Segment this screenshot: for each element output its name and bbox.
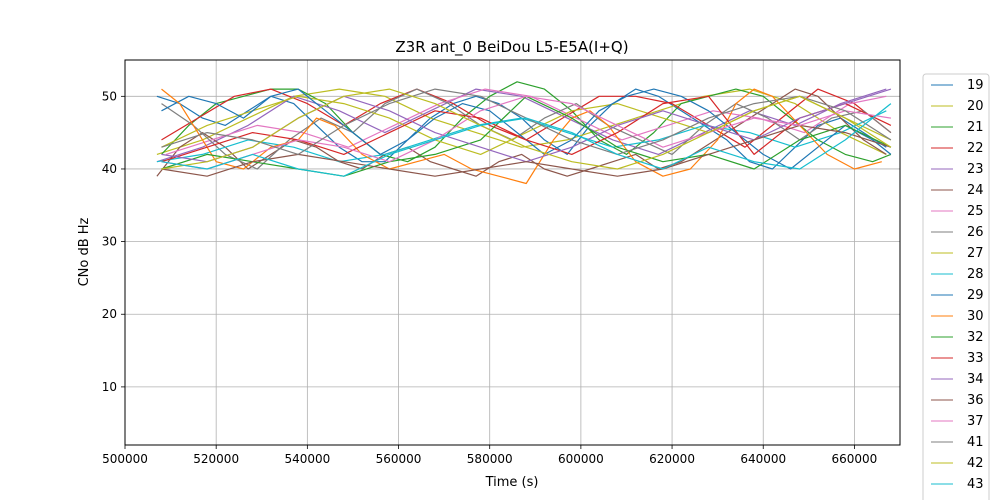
x-tick-label: 640000 — [740, 452, 786, 466]
series-line-37 — [161, 95, 891, 170]
x-axis-label: Time (s) — [485, 475, 539, 490]
series-line-30 — [161, 88, 882, 185]
series-line-33 — [161, 95, 892, 163]
legend-label-30: 30 — [967, 309, 984, 324]
x-tick-label: 580000 — [467, 452, 513, 466]
series-line-29 — [161, 88, 892, 170]
legend-label-33: 33 — [967, 351, 984, 366]
x-tick-label: 500000 — [102, 452, 148, 466]
legend-label-22: 22 — [967, 141, 984, 156]
legend-label-37: 37 — [967, 414, 984, 429]
legend-label-32: 32 — [967, 330, 984, 345]
legend-label-43: 43 — [967, 477, 984, 492]
plot-frame — [124, 59, 901, 446]
series-line-43 — [161, 103, 892, 177]
legend-label-23: 23 — [967, 162, 984, 177]
x-tick-label: 540000 — [284, 452, 330, 466]
x-tick-label: 520000 — [193, 452, 239, 466]
legend-label-25: 25 — [967, 204, 984, 219]
x-tick-label: 600000 — [558, 452, 604, 466]
legend-label-19: 19 — [967, 78, 984, 93]
x-tick-label: 560000 — [376, 452, 422, 466]
chart-title: Z3R ant_0 BeiDou L5-E5A(I+Q) — [395, 38, 628, 57]
legend-label-29: 29 — [967, 288, 984, 303]
legend: 19 20 21 22 23 24 25 26 27 28 29 30 32 33 34 36 37 41 42 43 — [922, 73, 990, 500]
y-axis-label: CNo dB Hz — [77, 217, 92, 286]
legend-label-20: 20 — [967, 99, 984, 114]
legend-label-34: 34 — [967, 372, 984, 387]
y-tick-label: 20 — [102, 307, 117, 321]
legend-label-36: 36 — [967, 393, 984, 408]
series-line-23 — [156, 88, 887, 163]
legend-label-41: 41 — [967, 435, 984, 450]
x-tick-label: 620000 — [649, 452, 695, 466]
series-line-42 — [161, 88, 892, 170]
legend-label-24: 24 — [967, 183, 984, 198]
series-layer — [156, 81, 892, 185]
y-tick-label: 30 — [102, 235, 117, 249]
series-line-36 — [161, 124, 892, 177]
legend-label-28: 28 — [967, 267, 984, 282]
x-tick-label: 660000 — [832, 452, 878, 466]
legend-box — [922, 73, 990, 500]
series-line-21 — [161, 81, 892, 163]
y-tick-label: 10 — [102, 380, 117, 394]
y-axis: 10 20 30 40 50 — [102, 89, 125, 394]
y-tick-label: 50 — [102, 89, 117, 103]
legend-label-21: 21 — [967, 120, 984, 135]
legend-label-42: 42 — [967, 456, 984, 471]
legend-label-26: 26 — [967, 225, 984, 240]
x-axis: 500000 520000 540000 560000 580000 600000 6200… — [102, 445, 877, 466]
legend-label-27: 27 — [967, 246, 984, 261]
y-tick-label: 40 — [102, 162, 117, 176]
